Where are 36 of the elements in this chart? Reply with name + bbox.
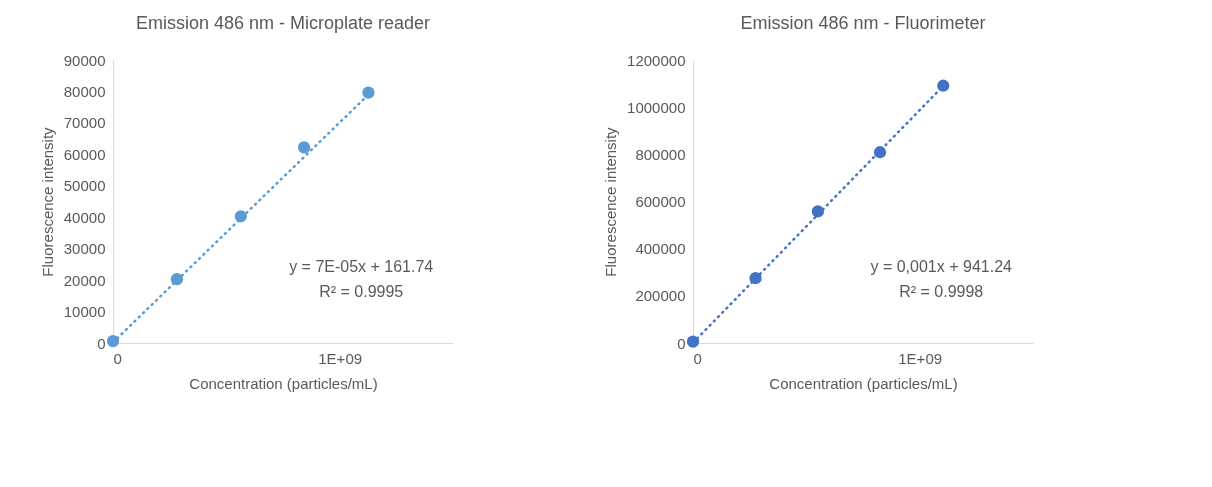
x-tick-label: 1E+09	[898, 349, 943, 367]
x-tick-label: 0	[113, 349, 122, 367]
y-tick-label: 200000	[635, 287, 686, 305]
annotation: y = 0,001x + 941.24	[870, 257, 1013, 275]
y-tick-label: 10000	[63, 303, 106, 321]
y-tick-label: 60000	[63, 145, 106, 163]
point	[362, 86, 375, 99]
x-axis-title: Concentration (particles/mL)	[769, 374, 958, 392]
chart-title: Emission 486 nm - Microplate reader	[135, 13, 431, 33]
y-tick-label: 30000	[63, 240, 106, 258]
y-tick-label: 40000	[63, 208, 106, 226]
y-tick-label: 0	[677, 334, 686, 352]
y-tick-label: 800000	[635, 145, 686, 163]
y-tick-label: 90000	[63, 51, 106, 69]
point	[937, 79, 950, 92]
annotation: R² = 0.9995	[319, 282, 404, 300]
y-tick-label: 400000	[635, 240, 686, 258]
y-tick-label: 50000	[63, 177, 106, 195]
y-tick-label: 0	[97, 334, 106, 352]
y-tick-label: 600000	[635, 193, 686, 210]
annotation: y = 7E-05x + 161.74	[289, 257, 434, 275]
x-tick-label: 0	[693, 349, 702, 367]
x-axis-title: Concentration (particles/mL)	[189, 374, 378, 392]
point	[106, 335, 120, 348]
chart-title: Emission 486 nm - Fluorimeter	[740, 13, 986, 33]
y-tick-label: 1000000	[627, 98, 686, 116]
point	[686, 335, 700, 348]
y-tick-label: 70000	[63, 114, 106, 132]
point	[297, 141, 311, 154]
y-tick-label: 1200000	[627, 51, 686, 69]
y-tick-label: 80000	[63, 82, 106, 100]
y-axis-title: Fluorescence intensity	[38, 126, 56, 277]
y-tick-label: 20000	[63, 271, 106, 289]
annotation: R² = 0.9998	[899, 282, 984, 300]
x-tick-label: 1E+09	[318, 349, 363, 367]
y-axis-title: Fluorescence intensity	[602, 126, 620, 277]
